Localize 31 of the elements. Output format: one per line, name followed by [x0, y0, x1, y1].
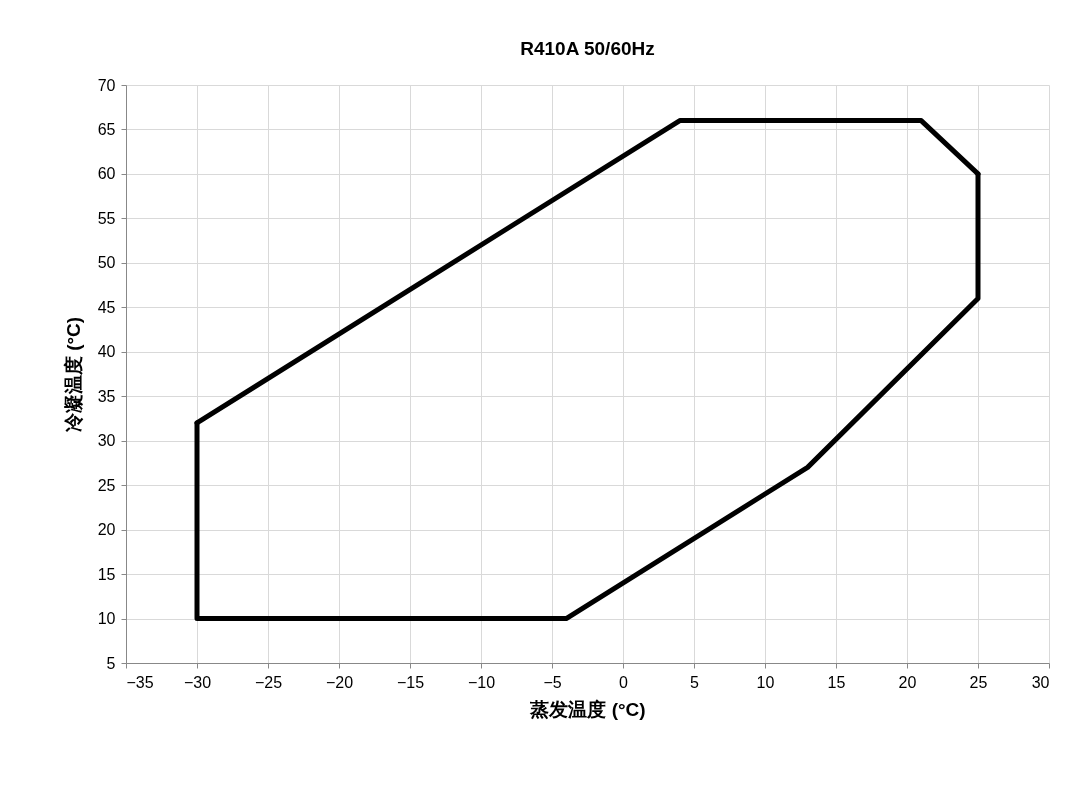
x-tick-label: −5: [543, 673, 562, 691]
x-tick-label: 0: [619, 673, 629, 691]
y-tick-label: 30: [97, 432, 116, 450]
y-tick-label: 50: [97, 254, 116, 272]
y-axis-title: 冷凝温度 (°C): [62, 316, 84, 433]
x-tick-label: −35: [126, 673, 154, 691]
y-tick-label: 5: [106, 654, 116, 672]
y-tick-label: 10: [97, 610, 116, 628]
x-tick-label: 20: [898, 673, 917, 691]
y-tick-label: 65: [97, 120, 116, 138]
x-axis-title: 蒸发温度 (°C): [529, 698, 646, 720]
y-tick-label: 20: [97, 521, 116, 539]
y-tick-label: 15: [97, 565, 116, 583]
x-tick-label: −15: [396, 673, 425, 691]
x-tick-label: −25: [254, 673, 283, 691]
y-tick-label: 40: [97, 343, 116, 361]
x-tick-label: −10: [467, 673, 496, 691]
y-tick-label: 70: [97, 76, 116, 94]
x-tick-label: 10: [756, 673, 775, 691]
y-tick-label: 60: [97, 165, 116, 183]
y-tick-label: 25: [97, 476, 116, 494]
y-tick-label: 35: [97, 387, 116, 405]
x-tick-label: 15: [827, 673, 846, 691]
y-tick-label: 55: [97, 209, 116, 227]
chart-title: R410A 50/60Hz: [520, 38, 655, 59]
x-tick-label: 30: [1031, 673, 1050, 691]
x-tick-label: −20: [325, 673, 354, 691]
x-tick-label: 5: [690, 673, 700, 691]
x-tick-label: 25: [969, 673, 988, 691]
y-tick-label: 45: [97, 298, 116, 316]
x-tick-label: −30: [183, 673, 212, 691]
